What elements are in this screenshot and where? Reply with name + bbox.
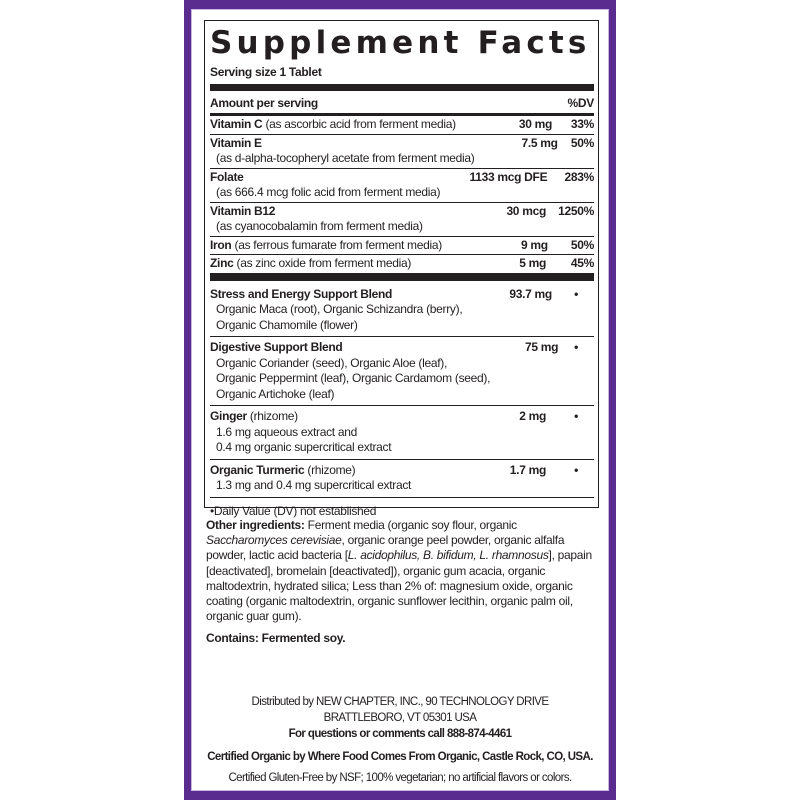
blend-amount: 75 mg: [525, 340, 559, 354]
footnote: •Daily Value (DV) not established: [210, 503, 377, 518]
nutrient-name: Vitamin C: [210, 117, 263, 131]
nutrient-name-cell: Vitamin E (as d-alpha-tocopheryl acetate …: [210, 136, 475, 167]
nutrient-name-cell: Vitamin C (as ascorbic acid from ferment…: [210, 117, 456, 133]
blend-name-cell: Digestive Support Blend Organic Coriander…: [210, 340, 490, 402]
nutrient-name-cell: Zinc (as zinc oxide from ferment media): [210, 256, 436, 272]
gluten-free-certification: Certified Gluten-Free by NSF; 100% veget…: [228, 772, 572, 784]
header-row: Amount per serving %DV: [210, 91, 595, 116]
blend-ingredients: 1.3 mg and 0.4 mg supercritical extract: [216, 478, 412, 492]
amount-header: Amount per serving: [210, 95, 318, 110]
nutrient-line: Zinc (as zinc oxide from ferment media): [210, 256, 436, 272]
blend-row: Stress and Energy Support Blend Organic M…: [210, 281, 594, 337]
nutrient-amount: 1133 mcg DFE: [469, 169, 548, 184]
supplement-facts-panel: Supplement Facts Serving size 1 Tablet A…: [204, 20, 599, 518]
nutrient-source: (as ferrous fumarate from ferment media): [231, 237, 443, 252]
nutrient-name-cell: Folate (as 666.4 mcg folic acid from ferm…: [210, 170, 441, 201]
blend-ingredients: 1.6 mg aqueous extract and: [216, 424, 357, 439]
nutrient-line: Vitamin B12: [210, 204, 436, 220]
blend-name: Digestive Support Blend: [210, 340, 343, 354]
blend-row: Digestive Support Blend Organic Coriander…: [210, 337, 594, 406]
nutrient-dv: 50%: [570, 135, 594, 150]
nutrient-name: Zinc: [210, 256, 234, 270]
blend-part: (rhizome): [304, 462, 356, 477]
blend-dv: •: [574, 286, 578, 301]
blend-row: Organic Turmeric (rhizome) 1.3 mg and 0.4…: [210, 460, 594, 498]
blend-line: Stress and Energy Support Blend: [210, 287, 462, 303]
organic-certification: Certified Organic by Where Food Comes Fr…: [207, 751, 593, 763]
nutrient-dv: 33%: [570, 117, 594, 131]
nutrient-name: Folate: [210, 169, 244, 184]
nutrient-source: (as ascorbic acid from ferment media): [262, 117, 456, 131]
dv-header: %DV: [567, 95, 595, 110]
blend-line: Organic Turmeric (rhizome): [210, 463, 436, 479]
nutrient-amount: 7.5 mg: [521, 135, 558, 150]
nutrient-dv: 1250%: [558, 203, 594, 218]
allergen-statement: Contains: Fermented soy.: [206, 631, 346, 645]
blend-amount: 93.7 mg: [509, 286, 552, 301]
nutrient-line: Vitamin E: [210, 136, 474, 152]
nutrient-line: Folate: [210, 170, 440, 186]
thick-divider: [210, 83, 594, 91]
blend-line: Digestive Support Blend: [210, 340, 490, 356]
blend-ingredients: 0.4 mg organic supercritical extract: [216, 440, 392, 454]
nutrient-name: Vitamin B12: [210, 203, 276, 218]
nutrient-name-cell: Iron (as ferrous fumarate from ferment m…: [210, 238, 442, 254]
panel-title: Supplement Facts: [210, 25, 591, 61]
blend-ingredients: Organic Coriander (seed), Organic Aloe (…: [216, 355, 447, 370]
nutrient-dv: 45%: [570, 256, 594, 270]
nutrient-row: Zinc (as zinc oxide from ferment media) 5…: [210, 255, 594, 274]
distributor-line-2: BRATTLEBORO, VT 05301 USA: [323, 712, 477, 724]
blend-amount: 1.7 mg: [509, 462, 547, 477]
nutrient-amount: 30 mg: [518, 117, 553, 131]
blend-name-cell: Organic Turmeric (rhizome) 1.3 mg and 0.4…: [210, 463, 436, 494]
blend-name-cell: Stress and Energy Support Blend Organic M…: [210, 287, 463, 334]
blend-amount: 2 mg: [519, 409, 546, 423]
label-panel: [191, 9, 609, 791]
nutrient-amount: 30 mcg: [506, 203, 546, 218]
nutrient-row: Vitamin B12 (as cyanocobalamin from ferme…: [210, 203, 594, 237]
nutrient-source: (as 666.4 mcg folic acid from ferment me…: [216, 185, 441, 199]
nutrient-name-cell: Vitamin B12 (as cyanocobalamin from ferme…: [210, 204, 436, 235]
other-ingredients: Other ingredients: Ferment media (organi…: [206, 518, 592, 624]
blend-ingredients: Organic Chamomile (flower): [216, 317, 358, 332]
blend-ingredients: Organic Artichoke (leaf): [216, 386, 335, 401]
blend-name: Stress and Energy Support Blend: [210, 286, 393, 301]
blend-name: Organic Turmeric: [210, 462, 305, 477]
nutrient-row: Folate (as 666.4 mcg folic acid from ferm…: [210, 169, 594, 203]
blend-ingredients: Organic Peppermint (leaf), Organic Carda…: [216, 371, 491, 385]
nutrient-dv: 283%: [564, 169, 595, 184]
nutrient-row: Iron (as ferrous fumarate from ferment m…: [210, 237, 594, 255]
contact-line: For questions or comments call 888-874-4…: [288, 728, 512, 740]
blend-part: (rhizome): [246, 409, 298, 423]
blend-name: Ginger: [210, 409, 247, 423]
nutrient-source: (as zinc oxide from ferment media): [233, 256, 412, 270]
blend-line: Ginger (rhizome): [210, 409, 436, 425]
nutrient-amount: 9 mg: [520, 237, 548, 252]
nutrient-amount: 5 mg: [519, 256, 546, 270]
nutrient-source: (as d-alpha-tocopheryl acetate from ferm…: [216, 151, 475, 165]
serving-size: Serving size 1 Tablet: [210, 65, 322, 79]
blend-dv: •: [574, 409, 578, 423]
blend-dv: •: [574, 340, 578, 354]
nutrient-row: Vitamin C (as ascorbic acid from ferment…: [210, 116, 594, 135]
nutrient-dv: 50%: [570, 237, 594, 252]
nutrient-name: Iron: [210, 237, 232, 252]
thick-divider: [210, 273, 594, 281]
blend-row: Ginger (rhizome) 1.6 mg aqueous extract a…: [210, 406, 594, 460]
nutrient-line: Vitamin C (as ascorbic acid from ferment…: [210, 117, 456, 133]
distributor-line-1: Distributed by NEW CHAPTER, INC., 90 TEC…: [251, 696, 549, 708]
nutrient-name: Vitamin E: [210, 135, 262, 150]
blend-name-cell: Ginger (rhizome) 1.6 mg aqueous extract a…: [210, 409, 436, 456]
nutrient-row: Vitamin E (as d-alpha-tocopheryl acetate …: [210, 135, 594, 169]
nutrient-source: (as cyanocobalamin from ferment media): [216, 219, 423, 233]
blend-ingredients: Organic Maca (root), Organic Schizandra …: [216, 302, 463, 316]
blend-dv: •: [574, 462, 578, 477]
nutrient-line: Iron (as ferrous fumarate from ferment m…: [210, 238, 442, 254]
